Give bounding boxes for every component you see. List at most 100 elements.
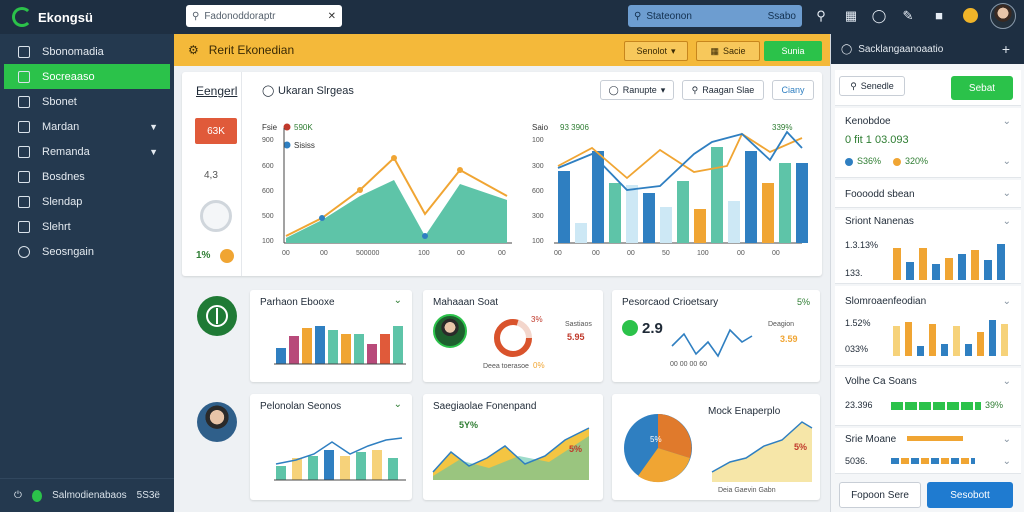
progress-bar: [907, 436, 963, 441]
label: Deea toerasoe: [483, 363, 529, 370]
sidebar-item-label: Mardan: [42, 120, 80, 133]
rp-section-1[interactable]: Kenobdoe ⌄ 0 fit 1 03.093 S36% 320% ⌄: [835, 108, 1021, 178]
header-select-button[interactable]: Senolot ▾: [624, 41, 688, 61]
rp-section-6[interactable]: Srie Moane ⌄ 5036. ⌄: [835, 428, 1021, 474]
small-card-1: Mahaaan Soat 3% Sastiaos 5.95 Deea toera…: [423, 290, 603, 382]
rp-section-2[interactable]: Foooodd sbean ⌄: [835, 180, 1021, 208]
close-icon[interactable]: ✕: [327, 10, 336, 22]
filter-button[interactable]: ⚲ Raagan Slae: [682, 80, 764, 100]
notification-icon[interactable]: [963, 8, 978, 23]
brand[interactable]: Ekongsü: [0, 7, 174, 27]
header-action-button[interactable]: Sunia: [764, 41, 822, 61]
search-icon: ⚲: [850, 80, 857, 91]
chevron-down-icon[interactable]: ⌄: [1002, 188, 1011, 199]
chevron-down-icon[interactable]: ⌄: [1002, 434, 1011, 445]
section-value: 23.396: [845, 400, 873, 410]
filter-apply-button[interactable]: Sebat: [951, 76, 1013, 100]
sidebar-item-6[interactable]: Slendap: [0, 189, 174, 214]
sidebar-item-label: Remanda: [42, 145, 90, 158]
donut-segment: [494, 319, 532, 357]
data-point: [422, 233, 428, 239]
donut-value: 0%: [533, 361, 545, 370]
lock-icon[interactable]: ■: [935, 8, 943, 23]
add-icon[interactable]: +: [1001, 41, 1010, 57]
chevron-down-icon[interactable]: ⌄: [393, 295, 402, 306]
bar: [953, 326, 960, 356]
tick-label: 00: [554, 250, 562, 257]
header-grid-button[interactable]: ▦ Sacie: [696, 41, 760, 61]
tick-label: 00: [737, 250, 745, 257]
chevron-down-icon[interactable]: ⌄: [1002, 376, 1011, 387]
bar: [906, 262, 914, 280]
export-button[interactable]: Ciany: [772, 80, 814, 100]
sidebar-item-label: Slendap: [42, 195, 83, 208]
sidebar-item-4[interactable]: Remanda ▼: [0, 139, 174, 164]
right-filter-row: ⚲ Senedle Sebat: [835, 70, 1021, 106]
secondary-button[interactable]: Fopoon Sere: [839, 482, 921, 508]
small-card-5: Mock Enaperplo 5% 5% Deia Gaevin Gabn: [612, 394, 820, 500]
range-select[interactable]: ◯ Ranupte ▾: [600, 80, 674, 100]
chevron-down-icon[interactable]: ⌄: [1002, 216, 1011, 227]
sidebar-item-3[interactable]: Mardan ▼: [0, 114, 174, 139]
bar: [893, 248, 901, 280]
filter-select[interactable]: ⚲ Senedle: [839, 76, 905, 96]
sidebar-footer-tail: 5S3ë: [136, 490, 160, 501]
clock-icon[interactable]: ◯: [871, 8, 887, 23]
bar: [558, 171, 570, 243]
area-chart-4: 5Y% 5%: [432, 420, 590, 480]
bar-line-chart: Saio 93 3906 339% 100 300 600 300 100 00…: [532, 123, 808, 257]
sidebar-footer[interactable]: ⏻ Salmodienabaos 5S3ë: [0, 478, 174, 512]
rp-bar-chart-4: [893, 320, 1008, 356]
sidebar-item-5[interactable]: Bosdnes: [0, 164, 174, 189]
bar: [575, 223, 587, 243]
rp-section-5[interactable]: Volhe Ca Soans ⌄ 23.396 39%: [835, 368, 1021, 426]
section-value: 033%: [845, 344, 869, 354]
chevron-down-icon[interactable]: ⌄: [1002, 116, 1011, 127]
series-line: [671, 328, 753, 358]
search-input[interactable]: ⚲ Fadonoddoraptr ✕: [186, 5, 342, 27]
bar-icon: [18, 95, 30, 108]
sidebar-item-0[interactable]: Sbonomadia: [0, 39, 174, 64]
sidebar-item-label: Sbonet: [42, 95, 77, 108]
tick-label: 600: [532, 188, 544, 195]
bar: [941, 344, 948, 356]
avatar[interactable]: [990, 3, 1016, 29]
primary-button[interactable]: Sesobott: [927, 482, 1013, 508]
edit-icon[interactable]: ✎: [902, 8, 914, 23]
sidebar-item-label: Bosdnes: [42, 170, 85, 183]
legend-left-c: Sisiss: [294, 141, 315, 150]
bar: [292, 458, 302, 480]
rp-section-3[interactable]: Sriont Nanenas ⌄ 1.3.13% 133.: [835, 210, 1021, 284]
legend-dot: [893, 158, 901, 166]
card-title: Parhaon Ebooxe: [260, 297, 335, 308]
grid-icon[interactable]: ▦: [844, 8, 858, 23]
sidebar-item-1[interactable]: Socreaaso: [4, 64, 170, 89]
chevron-down-icon[interactable]: ⌄: [1002, 156, 1011, 167]
right-panel-title: Sacklangaanoaatio: [858, 43, 944, 55]
secondary-search[interactable]: ⚲ Stateonon Ssabo: [628, 5, 802, 27]
status-badge: 63K: [195, 118, 237, 144]
sidebar-item-label: Seosngain: [42, 245, 94, 258]
chevron-down-icon[interactable]: ⌄: [1002, 296, 1011, 307]
legend-value: 320%: [905, 156, 929, 166]
bar: [276, 348, 286, 364]
sidebar-item-8[interactable]: Seosngain: [0, 239, 174, 264]
search-icon[interactable]: ⚲: [816, 8, 826, 23]
sidebar-item-2[interactable]: Sbonet: [0, 89, 174, 114]
sidebar-item-7[interactable]: Slehrt: [0, 214, 174, 239]
page-title: Rerit Ekonedian: [208, 43, 295, 57]
metric-value: 5%: [569, 444, 582, 454]
bars: [893, 320, 1008, 356]
avatar: [433, 314, 467, 348]
bar: [340, 456, 350, 480]
chevron-down-icon: ▼: [149, 121, 158, 132]
series-line: [711, 421, 813, 473]
bar: [354, 334, 364, 364]
pie-area-chart: 5% 5% Deia Gaevin Gabn: [624, 414, 813, 494]
rp-section-4[interactable]: Slomroaenfeodian ⌄ 1.52% 033%: [835, 286, 1021, 366]
chevron-down-icon[interactable]: ⌄: [393, 399, 402, 410]
legend-right-b: 93 3906: [560, 123, 589, 132]
chevron-down-icon[interactable]: ⌄: [1002, 456, 1011, 467]
metric-value: 3.59: [780, 334, 798, 344]
legend-dot: [283, 141, 291, 149]
